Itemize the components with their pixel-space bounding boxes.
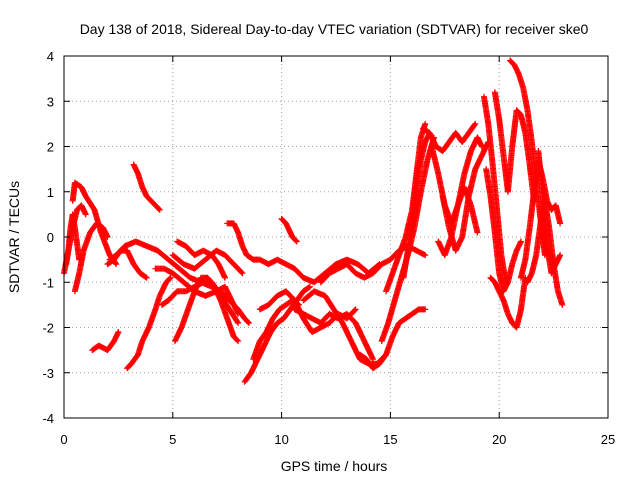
data-point bbox=[156, 206, 163, 213]
data-point bbox=[245, 319, 252, 326]
data-point bbox=[422, 120, 429, 127]
data-point bbox=[292, 237, 299, 244]
data-point bbox=[234, 318, 241, 325]
series-arc-12 bbox=[171, 274, 242, 345]
data-point bbox=[222, 274, 229, 281]
x-tick-label: 5 bbox=[169, 432, 176, 447]
data-point bbox=[166, 275, 173, 282]
data-point bbox=[245, 319, 252, 326]
series-arc-21 bbox=[300, 288, 390, 367]
y-tick-label: 0 bbox=[47, 230, 54, 245]
x-tick-label: 20 bbox=[492, 432, 506, 447]
data-point bbox=[422, 306, 429, 313]
data-point bbox=[167, 274, 174, 281]
x-tick-label: 0 bbox=[60, 432, 67, 447]
data-point bbox=[143, 274, 150, 281]
x-axis-label: GPS time / hours bbox=[281, 458, 388, 474]
series-arc-30 bbox=[439, 138, 492, 254]
data-point bbox=[474, 229, 481, 236]
data-points bbox=[61, 57, 566, 385]
data-point bbox=[235, 319, 242, 326]
series-arc-19 bbox=[278, 215, 300, 245]
data-point bbox=[351, 307, 358, 314]
data-point bbox=[471, 121, 478, 128]
y-tick-label: 3 bbox=[47, 94, 54, 109]
data-point bbox=[235, 338, 242, 345]
series-arc-14 bbox=[174, 238, 229, 281]
x-tick-label: 15 bbox=[383, 432, 397, 447]
y-tick-label: 1 bbox=[47, 185, 54, 200]
series-arc-15 bbox=[224, 220, 383, 286]
data-point bbox=[113, 261, 120, 268]
series-arc-32 bbox=[483, 166, 524, 295]
series-arc-07 bbox=[104, 247, 150, 281]
data-point bbox=[115, 329, 122, 336]
series-arc-08 bbox=[124, 274, 174, 372]
series-arc-27 bbox=[420, 120, 479, 155]
data-point bbox=[306, 283, 313, 290]
series-arc-31 bbox=[480, 93, 509, 286]
data-point bbox=[422, 252, 429, 259]
data-point bbox=[155, 205, 162, 212]
x-tick-label: 10 bbox=[274, 432, 288, 447]
data-point bbox=[472, 120, 479, 127]
series-arc-05 bbox=[89, 329, 122, 354]
data-point bbox=[293, 238, 300, 245]
data-point bbox=[352, 306, 359, 313]
data-point bbox=[82, 211, 89, 218]
data-point bbox=[305, 284, 312, 291]
y-tick-label: -4 bbox=[42, 411, 54, 426]
chart-title: Day 138 of 2018, Sidereal Day-to-day VTE… bbox=[80, 21, 589, 37]
series-arc-04 bbox=[71, 220, 111, 295]
data-point bbox=[238, 269, 245, 276]
x-tick-label: 25 bbox=[601, 432, 615, 447]
data-point bbox=[239, 270, 246, 277]
y-tick-label: 4 bbox=[47, 49, 54, 64]
data-point bbox=[104, 234, 111, 240]
series-arc-23 bbox=[356, 306, 429, 372]
y-axis-label: SDTVAR / TECUs bbox=[6, 181, 22, 293]
data-point bbox=[369, 356, 376, 363]
y-tick-label: 2 bbox=[47, 140, 54, 155]
data-point bbox=[234, 337, 241, 344]
data-point bbox=[142, 274, 149, 281]
data-point bbox=[235, 310, 242, 317]
y-tick-label: -1 bbox=[42, 275, 54, 290]
y-tick-label: -2 bbox=[42, 321, 54, 336]
y-tick-label: -3 bbox=[42, 366, 54, 381]
series-arc-09 bbox=[130, 161, 163, 213]
